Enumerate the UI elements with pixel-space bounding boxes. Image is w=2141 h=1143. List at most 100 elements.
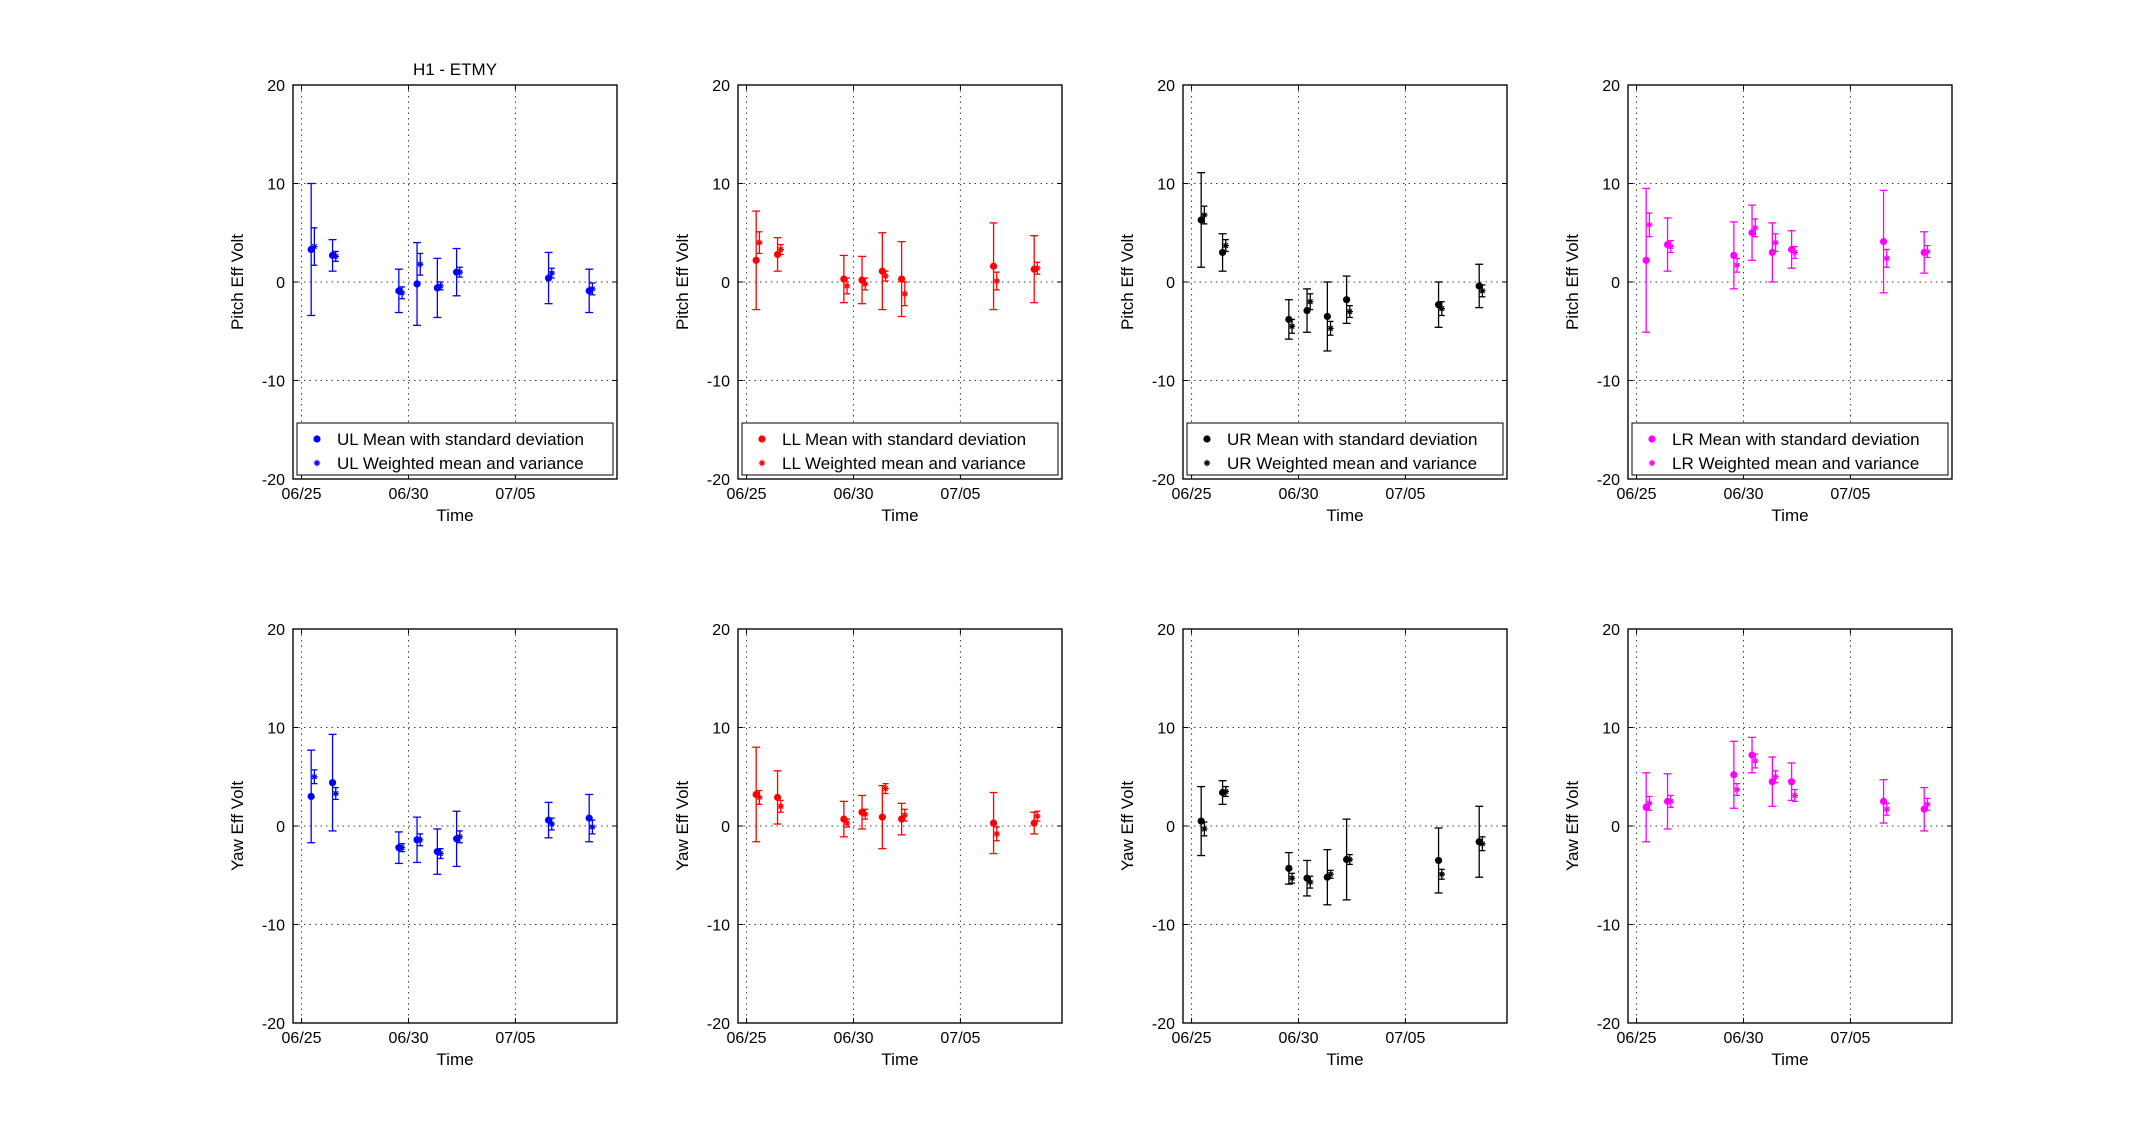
weighted-marker xyxy=(548,269,555,277)
subplot-yaw-lr: -20 -10 0 10 20 06/25 06/30 07/05 Time Yaw Eff Vo… xyxy=(1563,622,1953,1069)
weighted-marker xyxy=(589,285,596,293)
y-tick-label: -20 xyxy=(1152,472,1175,489)
data-point xyxy=(398,286,406,300)
data-point xyxy=(862,808,869,820)
y-tick-label: -20 xyxy=(1597,1016,1620,1033)
data-point xyxy=(1879,779,1888,824)
y-axis-label: Yaw Eff Volt xyxy=(673,781,692,871)
x-tick-label: 06/25 xyxy=(1617,1030,1657,1047)
y-tick-label: 0 xyxy=(276,819,285,836)
y-axis-label: Yaw Eff Volt xyxy=(1118,781,1137,871)
mean-marker xyxy=(413,280,421,288)
mean-marker xyxy=(1323,312,1331,321)
weighted-marker xyxy=(417,261,424,268)
data-point xyxy=(752,210,761,311)
series-weighted xyxy=(756,231,1041,307)
y-tick-label: -10 xyxy=(707,374,730,391)
data-point xyxy=(328,733,337,832)
data-point xyxy=(1768,222,1777,283)
weighted-marker xyxy=(1791,249,1799,256)
legend-box xyxy=(1631,422,1949,476)
mean-marker xyxy=(1730,251,1738,260)
weighted-marker xyxy=(1752,757,1759,765)
weighted-marker xyxy=(993,277,1000,285)
data-point xyxy=(417,833,424,847)
x-tick-label: 06/25 xyxy=(282,1030,322,1047)
x-tick-label: 07/05 xyxy=(495,486,535,503)
data-point xyxy=(456,266,464,278)
data-point xyxy=(307,749,316,844)
x-axis-label: Time xyxy=(436,506,473,525)
data-point xyxy=(839,254,848,304)
weighted-marker xyxy=(862,280,869,288)
legend-star-icon xyxy=(1203,459,1211,467)
y-tick-label: -10 xyxy=(1152,918,1175,935)
weighted-marker xyxy=(332,790,339,797)
data-point xyxy=(1323,281,1332,352)
weighted-marker xyxy=(1222,788,1229,795)
data-point xyxy=(1201,205,1208,225)
mean-marker xyxy=(1343,296,1351,304)
data-point xyxy=(843,818,851,828)
legend: LR Mean with standard deviation LR Weight… xyxy=(1631,422,1949,476)
y-tick-label: -10 xyxy=(1597,918,1620,935)
y-tick-label: 10 xyxy=(1157,721,1175,738)
y-tick-label: 0 xyxy=(721,819,730,836)
weighted-marker xyxy=(1646,221,1653,229)
data-point xyxy=(1772,233,1779,253)
weighted-marker xyxy=(1438,871,1445,878)
mean-marker xyxy=(1303,306,1311,315)
legend-entry: LL Mean with standard deviation xyxy=(782,430,1026,449)
mean-marker xyxy=(1218,248,1227,257)
y-tick-label: 0 xyxy=(721,275,730,292)
weighted-marker xyxy=(1288,323,1296,330)
x-tick-label: 06/30 xyxy=(833,486,873,503)
mean-marker xyxy=(307,792,315,801)
weighted-marker xyxy=(843,282,851,290)
weighted-marker xyxy=(756,239,763,246)
weighted-marker xyxy=(456,268,464,276)
y-tick-label: 20 xyxy=(712,78,730,95)
y-tick-label: -10 xyxy=(262,374,285,391)
legend-star-icon xyxy=(758,459,766,467)
data-point xyxy=(1034,261,1041,275)
data-point xyxy=(456,830,464,844)
mean-marker xyxy=(1197,817,1205,825)
data-point xyxy=(332,250,339,262)
series-weighted xyxy=(1201,205,1486,336)
weighted-marker xyxy=(437,282,444,290)
data-point xyxy=(1307,875,1314,889)
y-axis-label: Pitch Eff Volt xyxy=(228,234,247,330)
data-point xyxy=(1879,189,1888,294)
y-axis-label: Yaw Eff Volt xyxy=(228,781,247,871)
data-point xyxy=(585,268,594,314)
y-axis-label: Pitch Eff Volt xyxy=(673,234,692,330)
legend-box xyxy=(296,422,614,476)
data-point xyxy=(1303,288,1312,333)
weighted-marker xyxy=(1479,287,1486,295)
subplot-yaw-ur: -20 -10 0 10 20 06/25 06/30 07/05 Time Yaw Eff Vo… xyxy=(1118,622,1508,1069)
data-point xyxy=(544,251,553,305)
series-weighted xyxy=(311,769,596,860)
series-mean xyxy=(1642,187,1929,333)
data-point xyxy=(413,241,422,326)
mean-marker xyxy=(1788,778,1796,786)
y-tick-label: 20 xyxy=(267,622,285,639)
y-tick-label: 10 xyxy=(712,177,730,194)
series-weighted xyxy=(756,782,1041,842)
data-point xyxy=(989,791,998,855)
data-point xyxy=(777,799,784,813)
y-tick-label: -10 xyxy=(1597,374,1620,391)
mean-marker xyxy=(1748,751,1756,759)
weighted-marker xyxy=(1772,773,1779,780)
data-point xyxy=(1288,872,1296,884)
weighted-marker xyxy=(1667,798,1674,805)
mean-marker xyxy=(898,275,906,283)
y-tick-label: 20 xyxy=(1602,622,1620,639)
series-mean xyxy=(1197,780,1484,906)
weighted-marker xyxy=(1346,308,1354,315)
legend-entry: LL Weighted mean and variance xyxy=(782,454,1026,473)
x-axis-label: Time xyxy=(1771,506,1808,525)
data-point xyxy=(862,277,869,291)
